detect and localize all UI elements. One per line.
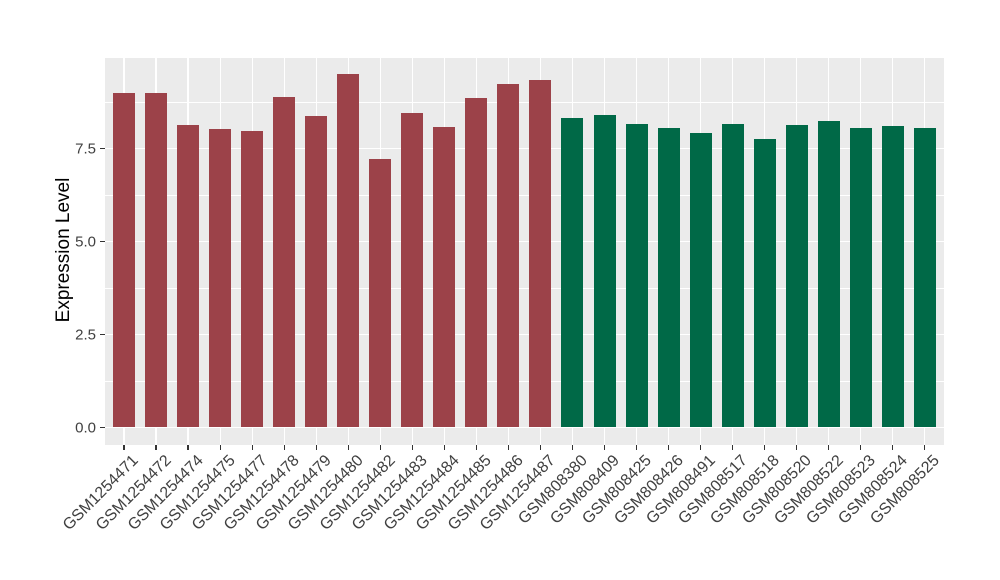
bar-GSM808522 [817, 121, 840, 428]
x-axis-tick [731, 445, 734, 450]
bar-GSM808524 [881, 125, 904, 428]
x-axis-tick [763, 445, 766, 450]
x-axis-tick [155, 445, 157, 450]
bar-GSM1254482 [369, 158, 392, 428]
y-axis-tick [100, 240, 105, 243]
bar-GSM1254479 [305, 115, 328, 428]
x-axis-tick [795, 445, 798, 450]
y-axis-tick [100, 333, 105, 336]
bar-GSM1254475 [209, 128, 232, 428]
bar-GSM1254483 [401, 112, 424, 428]
bar-GSM1254472 [145, 93, 168, 428]
x-axis-tick [475, 445, 478, 450]
bar-GSM1254484 [433, 126, 456, 428]
minor-gridline [105, 287, 944, 289]
bar-GSM1254474 [177, 125, 200, 428]
bar-GSM808518 [753, 138, 776, 428]
bar-GSM808523 [849, 127, 872, 428]
major-gridline [105, 147, 944, 150]
bar-GSM1254485 [465, 97, 488, 428]
y-axis-tick [100, 426, 105, 429]
x-axis-tick [251, 445, 254, 450]
bar-GSM1254477 [241, 131, 264, 428]
x-axis-tick [923, 445, 926, 450]
bar-GSM1254480 [337, 74, 360, 428]
x-axis-tick [315, 445, 318, 450]
x-axis-tick [283, 445, 286, 450]
x-axis-tick [379, 445, 382, 450]
minor-gridline [105, 101, 944, 103]
bar-GSM808426 [657, 128, 680, 428]
y-tick-label: 7.5 [75, 140, 96, 157]
x-axis-tick [859, 445, 862, 450]
y-axis-title: Expression Level [53, 177, 74, 323]
bar-GSM1254471 [113, 93, 136, 428]
bar-GSM1254478 [273, 97, 296, 428]
y-axis-tick [100, 147, 105, 150]
x-axis-tick [891, 445, 894, 450]
x-axis-tick [443, 445, 446, 450]
bar-GSM808409 [593, 115, 616, 428]
y-tick-label: 2.5 [75, 326, 96, 343]
x-axis-tick [827, 445, 830, 450]
minor-gridline [105, 380, 944, 382]
major-gridline [105, 56, 944, 58]
bar-GSM808380 [561, 117, 584, 428]
bar-GSM1254487 [529, 79, 552, 428]
bar-GSM808425 [625, 123, 648, 428]
bar-GSM808525 [913, 128, 936, 428]
bar-GSM808520 [785, 125, 808, 428]
x-axis-tick [539, 445, 542, 450]
major-gridline [105, 333, 944, 336]
bar-GSM1254486 [497, 84, 520, 428]
plot-panel [105, 56, 944, 445]
major-gridline [105, 426, 944, 429]
major-gridline [105, 240, 944, 243]
bar-GSM808517 [721, 123, 744, 428]
x-axis-tick [571, 445, 574, 450]
x-axis-tick [123, 445, 125, 450]
x-axis-tick [411, 445, 414, 450]
x-axis-tick [635, 445, 638, 450]
bar-GSM808491 [689, 132, 712, 428]
x-axis-tick [603, 445, 606, 450]
x-axis-tick [187, 445, 189, 450]
x-axis-tick [699, 445, 702, 450]
y-tick-label: 5.0 [75, 233, 96, 250]
x-axis-tick [667, 445, 670, 450]
x-axis-tick [219, 445, 221, 450]
x-axis-tick [507, 445, 510, 450]
x-axis-tick [347, 445, 350, 450]
y-tick-label: 0.0 [75, 419, 96, 436]
minor-gridline [105, 194, 944, 196]
